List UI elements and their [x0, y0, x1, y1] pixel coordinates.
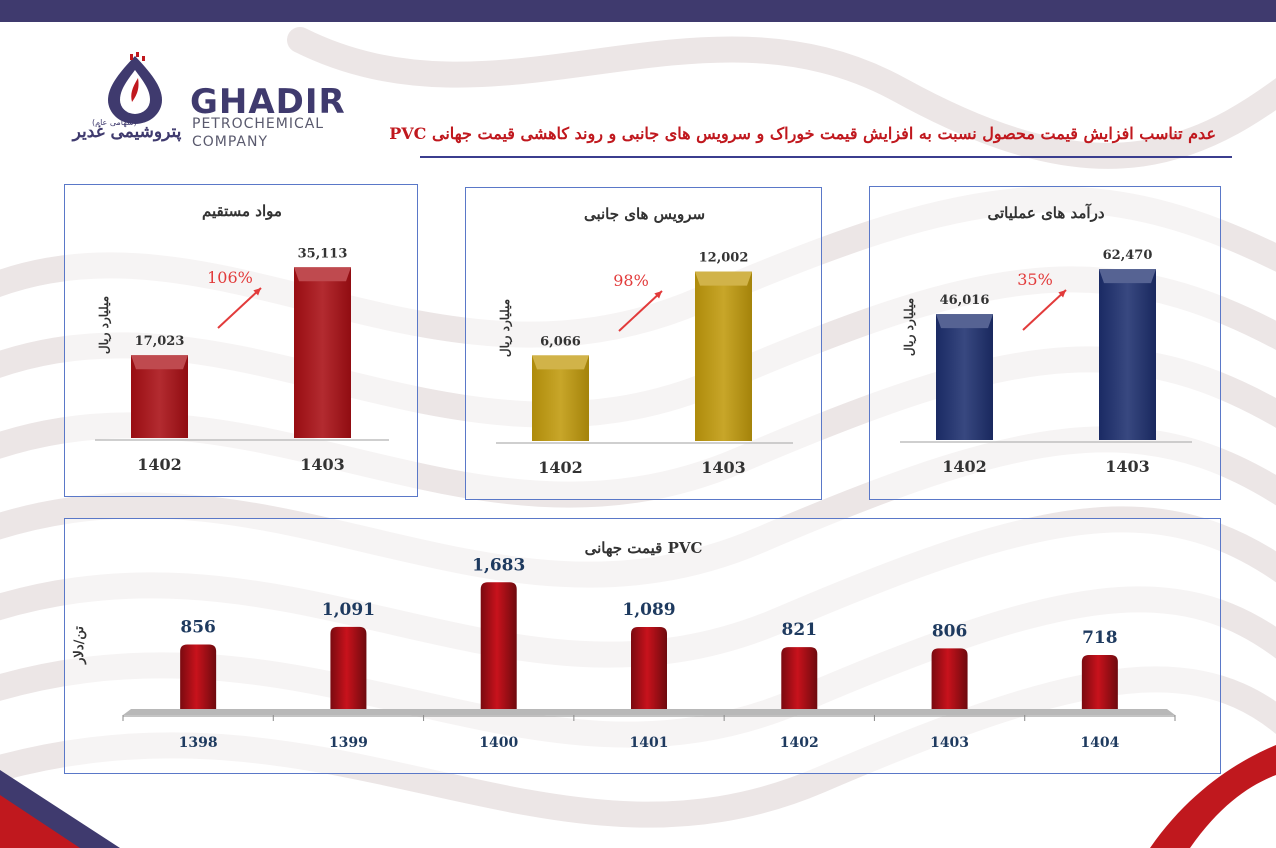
- category-label: 1402: [780, 735, 819, 751]
- growth-arrow: [217, 287, 262, 329]
- y-axis-label: میلیارد ریال: [902, 298, 917, 356]
- value-label: 718: [1082, 628, 1118, 648]
- chart-operating-revenue: درآمد های عملیاتی میلیارد ریال 46,016 1402 6…: [900, 203, 1192, 476]
- bar-1403: [931, 648, 968, 709]
- growth-arrow-head: [1058, 290, 1066, 298]
- chart-panel-side-services: سرویس های جانبی میلیارد ریال 6,066 1402 12,0…: [465, 187, 822, 500]
- category-label: 1403: [701, 458, 746, 477]
- bar-top-bevel: [695, 271, 752, 286]
- bar-1403: [695, 271, 752, 441]
- category-label: 1402: [942, 457, 987, 476]
- chart-floor: [123, 709, 1175, 715]
- category-label: 1398: [179, 735, 218, 751]
- bar-1402: [532, 355, 589, 441]
- value-label: 17,023: [135, 334, 185, 349]
- category-label: 1402: [538, 458, 583, 477]
- bar-1401: [631, 627, 667, 709]
- bar-1403: [294, 267, 351, 438]
- chart-title: قیمت جهانی PVC: [585, 539, 703, 557]
- category-label: 1400: [479, 735, 518, 751]
- bar-1402: [781, 647, 818, 709]
- chart-pvc-price: قیمت جهانی PVC تن/دلار 856 1398 1,091 1399 1,6…: [72, 539, 1176, 751]
- value-label: 35,113: [298, 246, 348, 261]
- chart-title: درآمد های عملیاتی: [987, 203, 1104, 222]
- category-label: 1403: [1105, 457, 1150, 476]
- bar-1400: [480, 582, 517, 709]
- logo-fa-note: (سهامی عام): [92, 118, 137, 127]
- category-label: 1401: [630, 735, 669, 751]
- chart-side-services: سرویس های جانبی میلیارد ریال 6,066 1402 12,0…: [496, 205, 793, 477]
- logo-fa-name: پتروشیمی غدیر: [72, 122, 182, 142]
- bar-1404: [1081, 654, 1118, 709]
- logo-line-company: COMPANY: [192, 134, 269, 150]
- value-label: 821: [782, 620, 818, 640]
- category-label: 1404: [1080, 735, 1119, 751]
- y-axis-label: تن/دلار: [72, 626, 87, 665]
- page-title: عدم تناسب افزایش قیمت محصول نسبت به افزا…: [389, 124, 1216, 143]
- logo-line-petrochemical: PETROCHEMICAL: [192, 116, 325, 132]
- growth-label: 35%: [1017, 270, 1053, 289]
- title-underline: [420, 156, 1232, 158]
- category-label: 1399: [329, 735, 368, 751]
- y-axis-label: میلیارد ریال: [498, 299, 513, 357]
- company-logo: GHADIR PETROCHEMICAL COMPANY (سهامی عام)…: [72, 52, 345, 172]
- growth-arrow-head: [253, 288, 261, 296]
- category-label: 1402: [137, 455, 182, 474]
- bar-top-bevel: [131, 355, 188, 370]
- chart-panel-pvc-price: قیمت جهانی PVC تن/دلار 856 1398 1,091 1399 1,6…: [64, 518, 1221, 774]
- value-label: 856: [180, 618, 216, 638]
- bar-1403: [1099, 269, 1156, 440]
- growth-label: 106%: [207, 268, 253, 287]
- flame-drop-icon: [108, 52, 162, 124]
- value-label: 1,091: [322, 600, 375, 620]
- chart-title: سرویس های جانبی: [584, 205, 705, 223]
- bar-1398: [180, 644, 217, 709]
- bar-top-bevel: [936, 314, 993, 329]
- bar-top-bevel: [294, 267, 351, 282]
- growth-arrow: [1022, 289, 1067, 331]
- chart-panel-operating-revenue: درآمد های عملیاتی میلیارد ریال 46,016 1402 6…: [869, 186, 1221, 500]
- value-label: 62,470: [1103, 248, 1153, 263]
- category-label: 1403: [300, 455, 345, 474]
- value-label: 12,002: [699, 251, 749, 266]
- bar-1402: [936, 314, 993, 440]
- value-label: 1,683: [472, 555, 525, 575]
- growth-label: 98%: [613, 271, 649, 290]
- growth-arrow-head: [654, 291, 662, 299]
- value-label: 6,066: [540, 334, 581, 349]
- value-label: 46,016: [940, 293, 990, 308]
- chart-title: مواد مستقیم: [202, 202, 282, 220]
- chart-direct-materials: مواد مستقیم میلیارد ریال 17,023 1402 35,113 1…: [95, 202, 389, 474]
- value-label: 1,089: [622, 600, 675, 620]
- bar-top-bevel: [1099, 269, 1156, 284]
- logo-name: GHADIR: [190, 82, 346, 122]
- top-band: [0, 0, 1276, 22]
- category-label: 1403: [930, 735, 969, 751]
- bar-top-bevel: [532, 355, 589, 370]
- chart-panel-direct-materials: مواد مستقیم میلیارد ریال 17,023 1402 35,113 1…: [64, 184, 418, 497]
- bar-1399: [330, 626, 367, 709]
- y-axis-label: میلیارد ریال: [97, 296, 112, 354]
- value-label: 806: [932, 621, 968, 641]
- growth-arrow: [618, 290, 663, 332]
